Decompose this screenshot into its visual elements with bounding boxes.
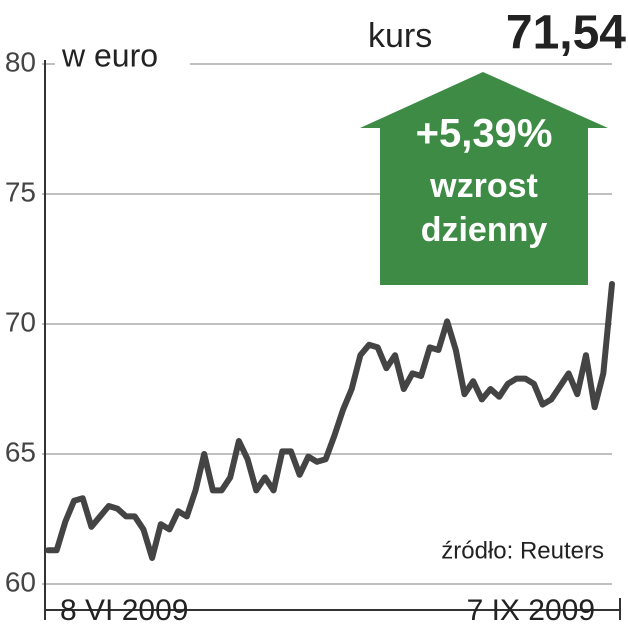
x-tick-label: 8 VI 2009 bbox=[60, 594, 188, 627]
source: źródło: Reuters bbox=[441, 537, 604, 564]
unit-label: w euro bbox=[61, 37, 158, 73]
change-text: wzrost bbox=[429, 167, 538, 205]
y-tick-label: 65 bbox=[5, 436, 36, 467]
price-line bbox=[45, 280, 615, 561]
y-tick-label: 60 bbox=[5, 566, 36, 597]
x-tick-label: 7 IX 2009 bbox=[467, 594, 595, 627]
label-bg bbox=[55, 40, 190, 80]
arrow bbox=[360, 72, 608, 285]
price: 71,54 bbox=[506, 7, 626, 60]
axis-frame bbox=[44, 60, 621, 620]
y-tick-label: 75 bbox=[5, 176, 36, 207]
change: +5,39% bbox=[416, 112, 553, 156]
y-tick-label: 70 bbox=[5, 306, 36, 337]
y-tick-label: 80 bbox=[5, 46, 36, 77]
change-text: dzienny bbox=[421, 211, 548, 249]
price-label: kurs bbox=[368, 17, 432, 55]
